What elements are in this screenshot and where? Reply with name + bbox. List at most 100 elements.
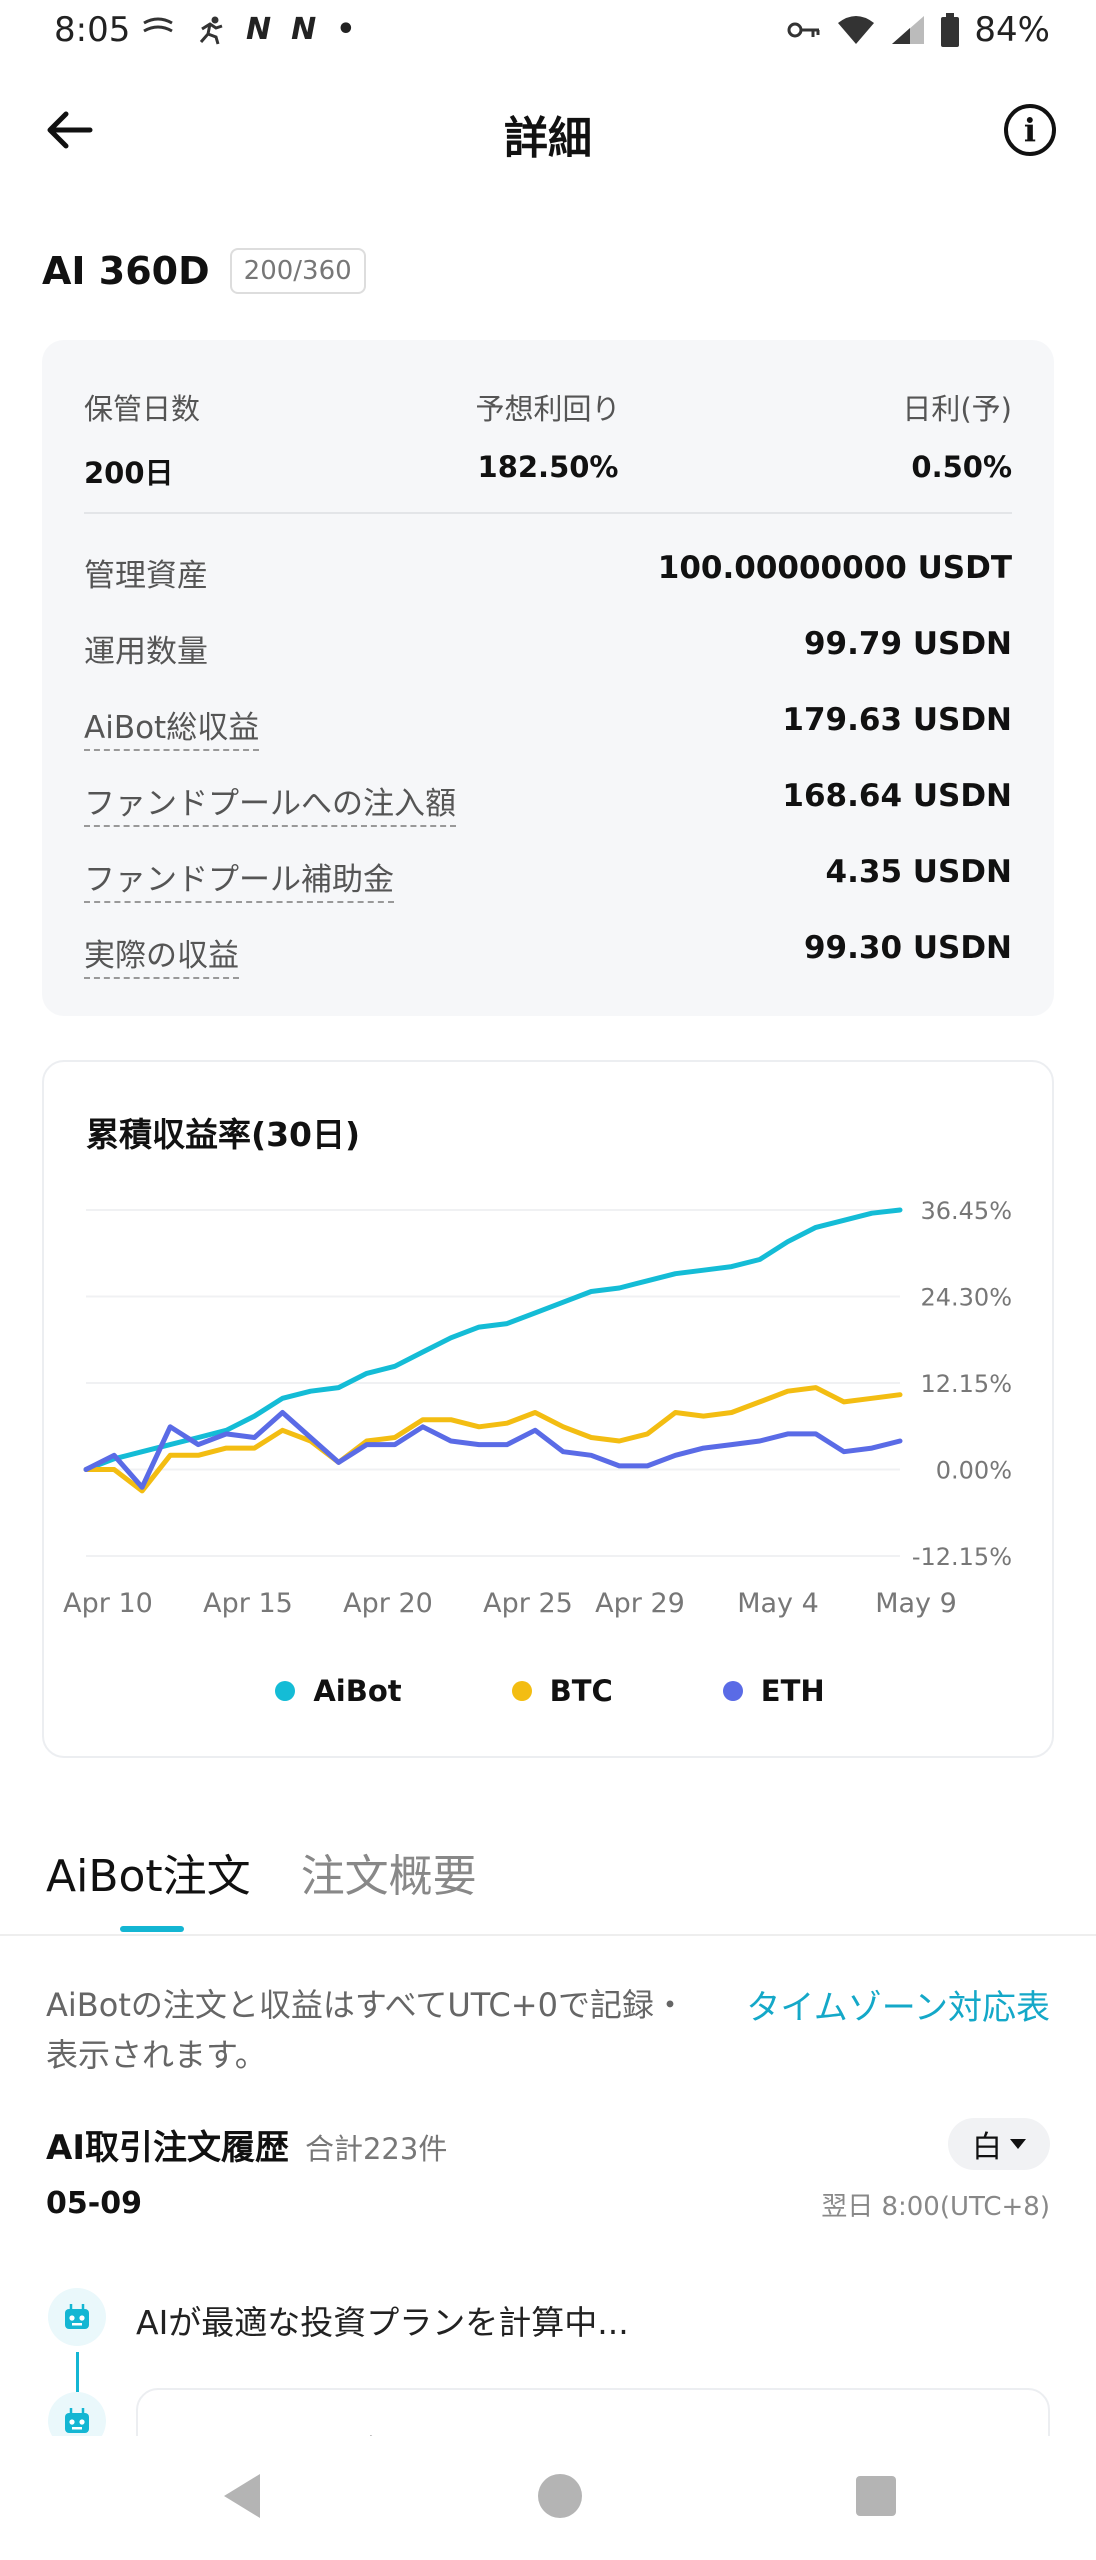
nav-back-icon[interactable] (220, 2472, 264, 2520)
y-tick-label: -12.15% (912, 1543, 1012, 1571)
battery-percent: 84% (974, 10, 1050, 50)
back-arrow-icon (47, 111, 93, 149)
filter-value: 白 (972, 2130, 1002, 2165)
expected-yield-value: 182.50% (477, 450, 619, 484)
app-header: 詳細 i (0, 80, 1096, 180)
detail-label: 管理資産 (84, 558, 208, 594)
caret-down-icon (1010, 2139, 1026, 2149)
wifi-icon (838, 16, 875, 44)
chart-card: 累積収益率(30日) 36.45% 24.30% 12.15% 0.00% -12.15… (42, 1060, 1054, 1758)
detail-label: 運用数量 (84, 634, 208, 670)
detail-row-operating-amount: 運用数量 99.79 USDN (84, 616, 1012, 676)
daily-rate: 日利(予) 0.50% (902, 386, 1012, 484)
legend-dot (511, 1681, 532, 1701)
page-title: 詳細 (504, 113, 592, 164)
legend-eth[interactable]: ETH (722, 1674, 825, 1708)
y-tick-label: 12.15% (920, 1370, 1012, 1398)
product-name: AI 360D (42, 249, 210, 293)
active-tab-indicator (120, 1926, 184, 1932)
signal-icon (892, 16, 925, 44)
filter-dropdown[interactable]: 白 (948, 2118, 1050, 2170)
back-button[interactable] (40, 100, 100, 160)
history-count: 合計223件 (304, 2132, 448, 2166)
legend-aibot[interactable]: AiBot (275, 1674, 402, 1708)
detail-row-aibot-total-profit: AiBot総収益 179.63 USDN (84, 692, 1012, 752)
detail-row-managed-assets: 管理資産 100.00000000 USDT (84, 540, 1012, 600)
x-tick-label: Apr 29 (595, 1588, 685, 1619)
detail-label-tooltip[interactable]: 実際の収益 (84, 930, 239, 979)
tab-aibot-orders[interactable]: AiBot注文 (46, 1851, 251, 1902)
cumulative-return-chart[interactable]: 36.45% 24.30% 12.15% 0.00% -12.15% Apr 10 Apr … (44, 1062, 1056, 1662)
calculating-message: AIが最適な投資プランを計算中... (136, 2303, 629, 2342)
tab-order-summary[interactable]: 注文概要 (300, 1851, 477, 1902)
x-tick-label: May 4 (737, 1588, 819, 1619)
legend-btc[interactable]: BTC (511, 1674, 613, 1708)
stats-card: 保管日数 200日 予想利回り 182.50% 日利(予) 0.50% 管理資産… (42, 340, 1054, 1016)
system-nav-bar (0, 2436, 1096, 2560)
legend-dot (275, 1681, 296, 1701)
series-line-eth (83, 1410, 903, 1490)
nav-home-icon[interactable] (538, 2474, 582, 2518)
expected-yield-label: 予想利回り (475, 392, 621, 426)
n-app-icon: N (291, 12, 317, 47)
status-bar: 8:05 N N • 84% (0, 0, 1096, 64)
chart-legend: AiBot BTC ETH (44, 1674, 1056, 1708)
detail-value: 99.79 USDN (803, 626, 1012, 662)
info-icon: i (1023, 111, 1037, 149)
info-button[interactable]: i (1004, 104, 1056, 156)
series-line-btc (83, 1385, 903, 1494)
next-day-time: 翌日 8:00(UTC+8) (821, 2192, 1050, 2222)
detail-row-actual-profit: 実際の収益 99.30 USDN (84, 920, 1012, 980)
n-app-icon: N (246, 12, 272, 47)
status-time: 8:05 (54, 10, 131, 50)
order-tabs: AiBot注文 注文概要 (46, 1840, 477, 1904)
x-tick-label: May 9 (875, 1588, 957, 1619)
detail-row-fund-pool-subsidy: ファンドプール補助金 4.35 USDN (84, 844, 1012, 904)
status-indicators: 84% (786, 10, 1050, 50)
notification-icons: N N • (140, 12, 355, 47)
detail-value: 4.35 USDN (825, 854, 1012, 890)
utc-note: AiBotの注文と収益はすべてUTC+0で記録・表示されます。 (46, 1986, 686, 2074)
holding-days-label: 保管日数 (84, 392, 201, 426)
history-title-text: AI取引注文履歴 (46, 2128, 289, 2168)
legend-label: AiBot (313, 1674, 402, 1708)
detail-value: 179.63 USDN (782, 702, 1012, 738)
expected-yield: 予想利回り 182.50% (42, 386, 1054, 484)
battery-icon (941, 13, 960, 47)
y-tick-label: 0.00% (936, 1457, 1012, 1485)
holding-days: 保管日数 200日 (84, 386, 200, 492)
product-header: AI 360D 200/360 (42, 248, 366, 294)
x-tick-label: Apr 10 (63, 1588, 153, 1619)
robot-icon (65, 2304, 89, 2329)
nav-recents-icon[interactable] (856, 2476, 896, 2516)
timeline-connector (76, 2352, 79, 2392)
detail-label-tooltip[interactable]: ファンドプール補助金 (84, 854, 394, 903)
daily-rate-value: 0.50% (911, 450, 1012, 484)
notification-app-icon (143, 17, 173, 32)
x-tick-label: Apr 20 (343, 1588, 433, 1619)
legend-dot (722, 1681, 743, 1701)
series-line-aibot (83, 1207, 903, 1472)
progress-badge: 200/360 (229, 248, 366, 294)
runner-icon (199, 16, 223, 44)
x-tick-label: Apr 25 (483, 1588, 573, 1619)
y-tick-label: 24.30% (920, 1284, 1012, 1312)
detail-label-tooltip[interactable]: ファンドプールへの注入額 (84, 778, 456, 827)
history-date: 05-09 (46, 2186, 142, 2221)
x-tick-label: Apr 15 (203, 1588, 293, 1619)
holding-days-value: 200日 (84, 456, 174, 490)
y-tick-label: 36.45% (920, 1197, 1012, 1225)
detail-value: 168.64 USDN (782, 778, 1012, 814)
chart-title: 累積収益率(30日) (86, 1115, 361, 1154)
tabs-divider (0, 1934, 1096, 1936)
detail-value: 99.30 USDN (803, 930, 1012, 966)
detail-label-tooltip[interactable]: AiBot総収益 (84, 702, 260, 751)
timezone-table-link[interactable]: タイムゾーン対応表 (746, 1988, 1050, 2028)
legend-label: BTC (549, 1674, 613, 1708)
robot-icon (65, 2408, 89, 2433)
vpn-key-icon (787, 22, 820, 38)
more-notifications-dot: • (336, 12, 356, 47)
daily-rate-label: 日利(予) (902, 392, 1012, 426)
detail-row-fund-pool-injection: ファンドプールへの注入額 168.64 USDN (84, 768, 1012, 828)
bot-avatar (48, 2288, 106, 2346)
